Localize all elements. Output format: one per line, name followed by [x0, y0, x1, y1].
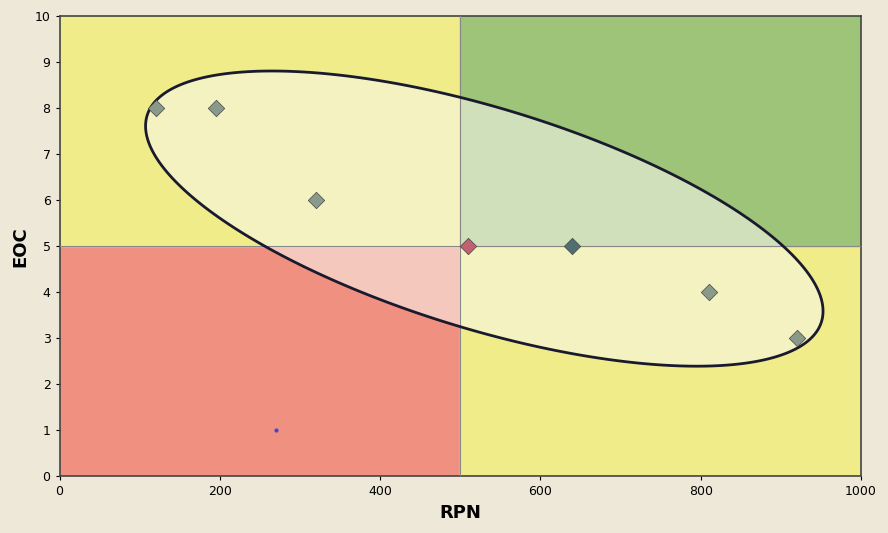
Bar — [460, 16, 861, 246]
Point — [461, 242, 475, 251]
Point — [789, 334, 804, 343]
Point — [309, 196, 323, 205]
Point — [566, 242, 580, 251]
Point — [269, 426, 283, 434]
Bar — [460, 246, 861, 477]
Polygon shape — [146, 71, 823, 366]
Point — [702, 288, 716, 296]
Point — [148, 104, 163, 112]
X-axis label: RPN: RPN — [440, 504, 481, 522]
Bar — [59, 16, 460, 246]
Y-axis label: EOC: EOC — [12, 226, 29, 266]
Bar — [59, 246, 460, 477]
Point — [209, 104, 223, 112]
